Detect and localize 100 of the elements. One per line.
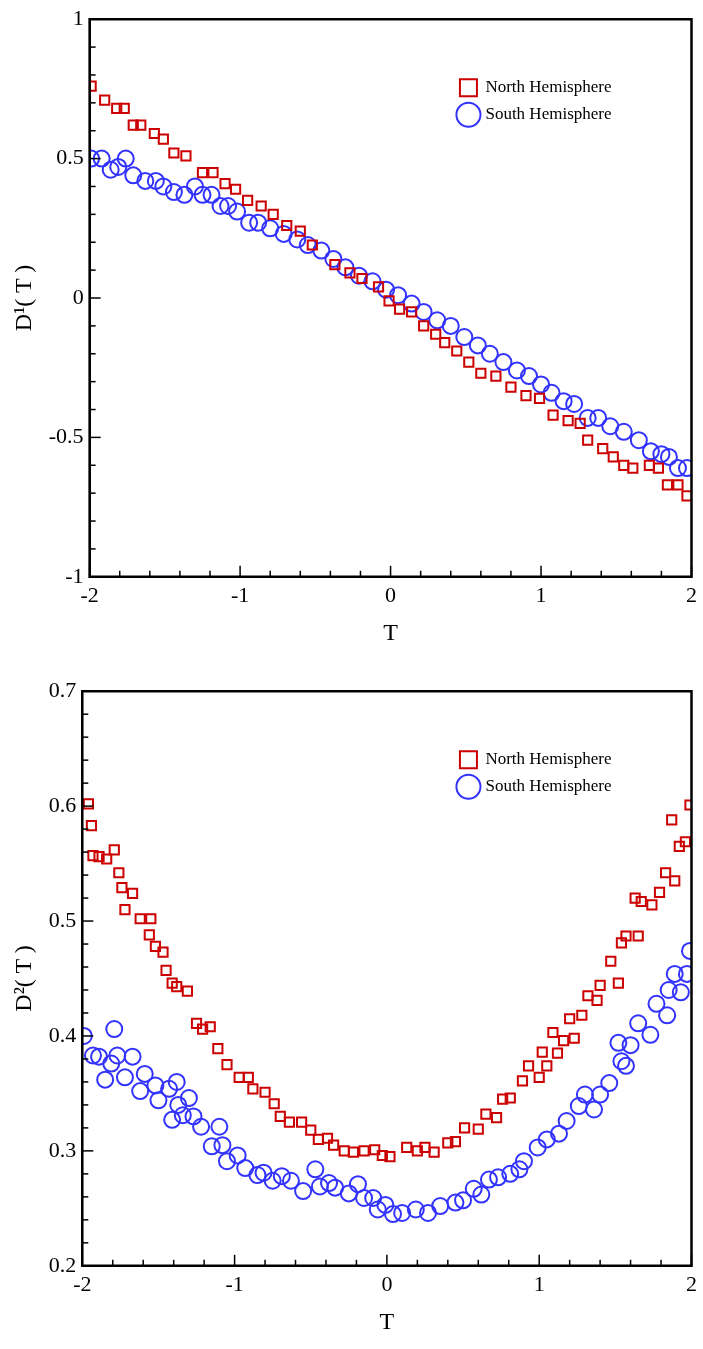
point [532, 375, 551, 394]
x-tick-label: 1 [533, 1270, 545, 1296]
point [175, 185, 194, 204]
point [547, 409, 559, 421]
point [661, 479, 674, 491]
point [389, 286, 408, 305]
point [185, 177, 204, 196]
point [136, 171, 155, 190]
x-tick-label: -1 [230, 581, 250, 607]
point [274, 224, 293, 243]
point [565, 394, 584, 413]
legend-label: North Hemisphere [485, 77, 612, 97]
point [324, 249, 343, 268]
point [562, 415, 574, 427]
point [363, 272, 382, 291]
y-tick-label: 0.5 [56, 144, 84, 170]
point [118, 102, 130, 115]
point [402, 294, 421, 313]
point [533, 392, 546, 404]
point [681, 490, 692, 502]
y-axis-title: D²( T ) [9, 945, 36, 1012]
point [463, 356, 475, 368]
point [349, 266, 368, 285]
point [490, 370, 502, 382]
point [148, 127, 160, 140]
x-tick-label: -1 [225, 1270, 244, 1296]
point [116, 149, 135, 168]
point [601, 417, 620, 436]
point [229, 183, 242, 195]
point [578, 408, 597, 427]
point [507, 361, 526, 380]
point [394, 303, 406, 315]
point [196, 166, 209, 179]
point [219, 178, 231, 190]
point [157, 133, 169, 145]
point [202, 185, 221, 204]
point [406, 306, 418, 318]
x-tick-label: 1 [535, 581, 547, 607]
point [312, 241, 331, 260]
point [383, 295, 395, 307]
point [377, 280, 396, 299]
point [168, 147, 180, 159]
y-tick-label: 0.6 [48, 791, 77, 817]
point [414, 302, 433, 321]
point [589, 408, 608, 427]
y-axis-title: D¹( T ) [9, 264, 36, 332]
x-axis-title: T [383, 618, 399, 645]
y-tick-label: 0.5 [48, 906, 77, 932]
x-axis-title: T [379, 1307, 395, 1334]
point [668, 459, 687, 478]
point [519, 367, 538, 386]
point [542, 383, 561, 402]
point [336, 258, 355, 277]
point [618, 459, 630, 471]
point [288, 230, 307, 249]
point [211, 197, 230, 215]
point [629, 431, 648, 450]
legend-label: South Hemisphere [485, 104, 612, 124]
point [180, 150, 192, 162]
point [439, 337, 451, 349]
point [418, 320, 430, 332]
y-tick-label: 0 [72, 283, 84, 309]
point [652, 445, 671, 464]
point [154, 177, 173, 196]
point [672, 479, 684, 491]
y-tick-label: 0.7 [48, 676, 77, 702]
point [240, 213, 259, 232]
point [99, 94, 111, 106]
y-tick-label: 0.4 [48, 1021, 77, 1047]
point [193, 185, 212, 204]
x-tick-label: 2 [686, 581, 697, 607]
point [124, 166, 143, 185]
point [659, 447, 678, 466]
point [298, 236, 317, 255]
point [135, 119, 147, 131]
point [261, 219, 280, 238]
y-tick-label: 0.2 [48, 1251, 77, 1277]
legend-label: North Hemisphere [485, 749, 612, 769]
y-tick-label: 1 [72, 4, 84, 30]
x-tick-label: 0 [385, 581, 397, 607]
point [101, 160, 120, 179]
point [597, 442, 609, 455]
point [242, 194, 254, 207]
point [92, 149, 111, 168]
point [255, 200, 267, 212]
point [146, 171, 165, 190]
point [520, 389, 532, 402]
point [554, 392, 573, 411]
point [627, 462, 639, 474]
legend-label: South Hemisphere [485, 776, 612, 796]
point [582, 434, 594, 446]
point [614, 422, 633, 441]
point [430, 328, 442, 340]
point [207, 166, 219, 179]
point [641, 442, 660, 461]
point [451, 345, 463, 357]
point [643, 459, 655, 471]
y-tick-label: 0.3 [48, 1136, 77, 1162]
point [127, 119, 139, 131]
point [652, 462, 664, 474]
